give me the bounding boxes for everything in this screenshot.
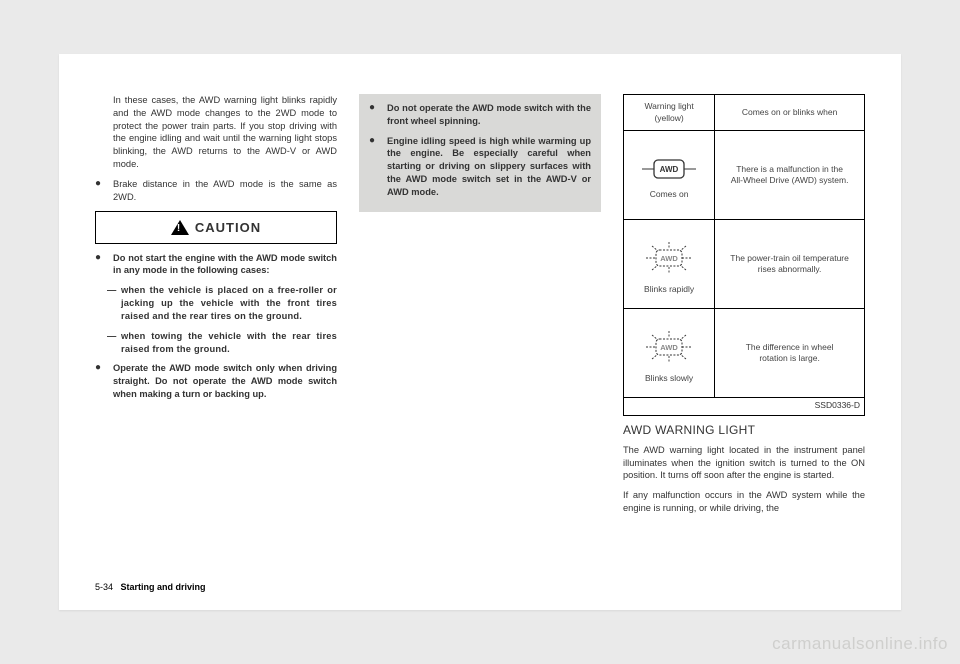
bullet-text: Brake distance in the AWD mode is the sa… bbox=[113, 178, 337, 204]
cell-line: There is a malfunction in the bbox=[731, 164, 849, 176]
table-cell-text: There is a malfunction in the All-Wheel … bbox=[715, 131, 864, 219]
awd-solid-icon: AWD bbox=[640, 155, 698, 183]
bullet-item: ● Operate the AWD mode switch only when … bbox=[95, 362, 337, 400]
intro-paragraph: In these cases, the AWD warning light bl… bbox=[113, 94, 337, 171]
bullet-dot-icon: ● bbox=[369, 102, 387, 128]
table-row: AWD Blinks slowly The difference in whee… bbox=[624, 308, 864, 397]
gray-warning-box: ● Do not operate the AWD mode switch wit… bbox=[359, 94, 601, 212]
table-cell-icon: AWD Blinks slowly bbox=[624, 309, 715, 397]
svg-text:AWD: AWD bbox=[660, 254, 678, 263]
body-paragraph: The AWD warning light located in the ins… bbox=[623, 444, 865, 482]
section-heading: AWD WARNING LIGHT bbox=[623, 422, 865, 439]
table-header-left: Warning light (yellow) bbox=[624, 95, 715, 130]
awd-blink-slow-icon: AWD bbox=[638, 327, 700, 367]
icon-caption: Blinks rapidly bbox=[644, 284, 694, 296]
bullet-text: Do not start the engine with the AWD mod… bbox=[113, 252, 337, 278]
bullet-text: Do not operate the AWD mode switch with … bbox=[387, 102, 591, 128]
bullet-item: ● Brake distance in the AWD mode is the … bbox=[95, 178, 337, 204]
bullet-item: ● Do not start the engine with the AWD m… bbox=[95, 252, 337, 278]
caution-label: CAUTION bbox=[195, 219, 261, 237]
bullet-dot-icon: ● bbox=[95, 252, 113, 278]
dash-text: when the vehicle is placed on a free-rol… bbox=[121, 284, 337, 322]
bullet-dot-icon: ● bbox=[95, 178, 113, 204]
table-row: AWD Comes on There is a malfunction in t… bbox=[624, 130, 864, 219]
table-row: AWD Blinks rapidly The power-train oil t… bbox=[624, 219, 864, 308]
bullet-dot-icon: ● bbox=[95, 362, 113, 400]
columns: In these cases, the AWD warning light bl… bbox=[95, 94, 865, 568]
table-header-right: Comes on or blinks when bbox=[715, 95, 864, 130]
icon-caption: Comes on bbox=[650, 189, 689, 201]
dash-icon: — bbox=[107, 284, 121, 322]
dash-text: when towing the vehicle with the rear ti… bbox=[121, 330, 337, 356]
warning-triangle-icon bbox=[171, 220, 189, 235]
table-cell-icon: AWD Comes on bbox=[624, 131, 715, 219]
cell-line: The difference in wheel bbox=[746, 342, 834, 354]
header-text: Comes on or blinks when bbox=[742, 107, 837, 119]
watermark-text: carmanualsonline.info bbox=[772, 634, 948, 654]
bullet-item: ● Engine idling speed is high while warm… bbox=[369, 135, 591, 199]
column-3: Warning light (yellow) Comes on or blink… bbox=[623, 94, 865, 568]
awd-warning-table: Warning light (yellow) Comes on or blink… bbox=[623, 94, 865, 416]
page-number: 5-34 bbox=[95, 582, 113, 592]
page-footer: 5-34 Starting and driving bbox=[95, 582, 206, 592]
cell-line: The power-train oil temperature bbox=[730, 253, 849, 265]
bullet-text: Operate the AWD mode switch only when dr… bbox=[113, 362, 337, 400]
cell-line: rotation is large. bbox=[746, 353, 834, 365]
svg-text:AWD: AWD bbox=[660, 165, 679, 174]
bullet-dot-icon: ● bbox=[369, 135, 387, 199]
cell-line: rises abnormally. bbox=[730, 264, 849, 276]
header-text: Warning light bbox=[644, 101, 693, 113]
body-paragraph: If any malfunction occurs in the AWD sys… bbox=[623, 489, 865, 515]
cell-line: All-Wheel Drive (AWD) system. bbox=[731, 175, 849, 187]
caution-box: CAUTION bbox=[95, 211, 337, 244]
dash-icon: — bbox=[107, 330, 121, 356]
table-cell-icon: AWD Blinks rapidly bbox=[624, 220, 715, 308]
awd-blink-rapid-icon: AWD bbox=[638, 238, 700, 278]
svg-text:AWD: AWD bbox=[660, 343, 678, 352]
bullet-item: ● Do not operate the AWD mode switch wit… bbox=[369, 102, 591, 128]
column-1: In these cases, the AWD warning light bl… bbox=[95, 94, 337, 568]
table-cell-text: The difference in wheel rotation is larg… bbox=[715, 309, 864, 397]
diagram-code: SSD0336-D bbox=[624, 397, 864, 415]
manual-page: In these cases, the AWD warning light bl… bbox=[59, 54, 901, 610]
header-text: (yellow) bbox=[654, 113, 683, 125]
column-2: ● Do not operate the AWD mode switch wit… bbox=[359, 94, 601, 568]
table-row: Warning light (yellow) Comes on or blink… bbox=[624, 95, 864, 130]
bullet-text: Engine idling speed is high while warmin… bbox=[387, 135, 591, 199]
dash-item: — when towing the vehicle with the rear … bbox=[107, 330, 337, 356]
dash-item: — when the vehicle is placed on a free-r… bbox=[107, 284, 337, 322]
table-cell-text: The power-train oil temperature rises ab… bbox=[715, 220, 864, 308]
section-title: Starting and driving bbox=[121, 582, 206, 592]
icon-caption: Blinks slowly bbox=[645, 373, 693, 385]
